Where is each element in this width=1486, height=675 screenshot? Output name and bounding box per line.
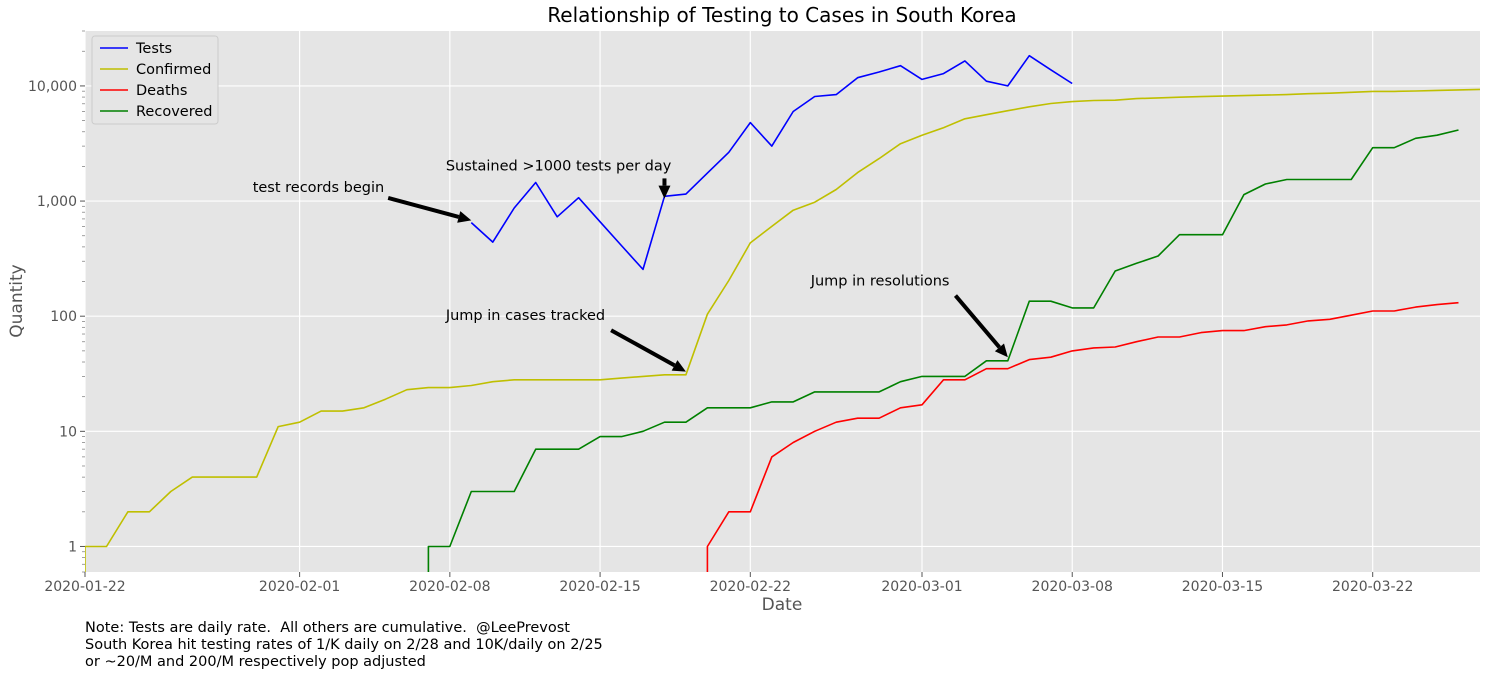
y-tick-label: 1 — [68, 539, 77, 555]
annotation-arrow — [387, 196, 460, 219]
x-tick-label: 2020-03-15 — [1182, 579, 1263, 595]
y-tick-label: 1,000 — [37, 194, 77, 210]
plot-background — [85, 31, 1480, 572]
legend-label-confirmed: Confirmed — [136, 62, 211, 78]
series-line-recovered — [427, 129, 1459, 572]
annotation-text: Jump in resolutions — [810, 274, 950, 290]
annotation-arrow — [953, 294, 1001, 349]
legend-label-deaths: Deaths — [136, 83, 187, 99]
x-axis-label: Date — [762, 595, 803, 615]
y-tick-label: 10 — [59, 424, 77, 440]
legend: Tests Confirmed Deaths Recovered — [91, 35, 219, 125]
x-tick-label: 2020-02-15 — [559, 579, 640, 595]
y-tick-label: 10,000 — [28, 79, 77, 95]
x-tick-label: 2020-02-22 — [710, 579, 791, 595]
grid-lines — [84, 31, 1480, 572]
y-axis-label: Quantity — [7, 264, 27, 337]
annotation-text: test records begin — [253, 180, 384, 196]
legend-box — [91, 35, 219, 125]
x-tick-label: 2020-03-22 — [1332, 579, 1413, 595]
y-tick-label: 100 — [50, 309, 77, 325]
x-tick-label: 2020-03-08 — [1032, 579, 1113, 595]
legend-label-tests: Tests — [135, 41, 172, 57]
x-tick-label: 2020-01-22 — [44, 579, 125, 595]
x-tick-label: 2020-02-08 — [409, 579, 490, 595]
footnote: Note: Tests are daily rate. All others a… — [85, 620, 603, 670]
annotation-arrowhead — [671, 360, 686, 372]
series-line-confirmed — [85, 88, 1480, 572]
chart-title: Relationship of Testing to Cases in Sout… — [547, 3, 1016, 27]
annotation-text: Jump in cases tracked — [445, 308, 605, 324]
series-line-deaths — [706, 301, 1459, 572]
y-minor-ticks — [82, 30, 85, 573]
annotation-arrowhead — [658, 185, 671, 199]
x-tick-label: 2020-03-01 — [881, 579, 962, 595]
annotations: test records begin Sustained >1000 tests … — [253, 158, 1008, 372]
annotation-text: Sustained >1000 tests per day — [446, 158, 672, 174]
series-line-tests — [470, 54, 1073, 271]
annotation-arrowhead — [994, 343, 1008, 358]
series-layer — [85, 54, 1480, 572]
line-chart: Relationship of Testing to Cases in Sout… — [7, 3, 1480, 615]
axis-ticks: 2020-01-22 2020-02-01 2020-02-08 2020-02-15… — [28, 79, 1413, 595]
annotation-arrowhead — [457, 211, 472, 223]
annotation-arrow — [610, 328, 676, 368]
x-tick-label: 2020-02-01 — [259, 579, 340, 595]
legend-label-recovered: Recovered — [136, 104, 212, 120]
